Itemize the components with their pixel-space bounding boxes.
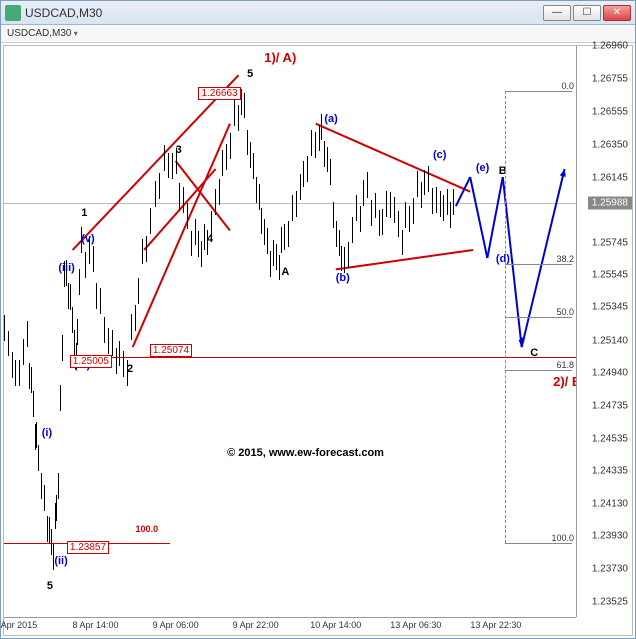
x-tick: 13 Apr 06:30 [390,620,441,630]
y-tick: 1.26755 [592,74,628,85]
chart-area[interactable]: 1)/ A)2)/ B)123455ABC(i)(ii)(iii)(iv)(v)… [3,45,633,636]
price-box: 1.26663 [198,87,240,100]
wave-label: 1)/ A) [264,50,296,65]
x-tick: 9 Apr 22:00 [233,620,279,630]
y-tick: 1.26555 [592,106,628,117]
close-button[interactable]: ✕ [603,5,631,21]
wave-label: (b) [336,272,350,284]
titlebar[interactable]: USDCAD,M30 — ☐ ✕ [1,1,635,25]
y-tick: 1.24735 [592,401,628,412]
chart-window: USDCAD,M30 — ☐ ✕ USDCAD,M30 1)/ A) 2)/ B)… [0,0,636,639]
y-tick: 1.26960 [592,41,628,52]
price-box: 1.25005 [70,355,112,368]
wave-label: (c) [433,149,446,161]
y-tick: 1.25545 [592,270,628,281]
x-tick: 8 Apr 14:00 [72,620,118,630]
y-tick: 1.24535 [592,433,628,444]
x-tick: 10 Apr 14:00 [310,620,361,630]
price-box: 1.23857 [67,541,109,554]
fib-level: 100.0 [551,533,574,543]
fib-level: 61.8 [556,360,574,370]
wave-label: (a) [324,113,337,125]
wave-label: (iii) [58,262,75,274]
y-tick: 1.26350 [592,139,628,150]
y-tick: 1.24130 [592,499,628,510]
copyright-text: © 2015, www.ew-forecast.com [227,447,384,459]
overlay-svg [4,46,576,602]
wave-label: C [530,347,538,359]
wave-label: 2 [127,363,133,375]
x-tick: 9 Apr 06:00 [153,620,199,630]
x-tick: 7 Apr 2015 [0,620,37,630]
wave-label: (ii) [54,555,67,567]
fib-level: 50.0 [556,307,574,317]
y-tick: 1.25345 [592,302,628,313]
wave-label: 2)/ B) [553,374,576,389]
wave-label: 4 [207,233,213,245]
wave-label: (v) [81,233,94,245]
symbol-dropdown[interactable]: USDCAD,M30 [7,28,78,39]
plot-region[interactable]: 1)/ A)2)/ B)123455ABC(i)(ii)(iii)(iv)(v)… [4,46,576,617]
x-axis: 7 Apr 20158 Apr 14:009 Apr 06:009 Apr 22… [4,617,576,635]
y-tick: 1.25140 [592,335,628,346]
price-marker: 1.25988 [588,197,632,210]
wave-label: 5 [247,68,253,80]
y-tick: 1.26145 [592,172,628,183]
y-tick: 1.23930 [592,531,628,542]
wave-label: A [281,266,289,278]
window-title: USDCAD,M30 [25,6,541,20]
toolbar: USDCAD,M30 [1,25,635,43]
app-icon [5,5,21,21]
wave-label: (e) [476,162,489,174]
fib-level: 0.0 [561,81,574,91]
x-tick: 13 Apr 22:30 [470,620,521,630]
wave-label: 1 [81,207,87,219]
fib-level: 38.2 [556,254,574,264]
y-tick: 1.24335 [592,465,628,476]
y-axis: 1.269601.267551.265551.263501.261451.259… [576,46,632,617]
y-tick: 1.23730 [592,563,628,574]
minimize-button[interactable]: — [543,5,571,21]
wave-label: B [499,165,507,177]
y-tick: 1.23525 [592,597,628,608]
price-box: 1.25074 [150,344,192,357]
wave-label: 5 [47,580,53,592]
wave-label: 3 [176,144,182,156]
y-tick: 1.25745 [592,237,628,248]
wave-label: (i) [42,427,52,439]
y-tick: 1.24940 [592,367,628,378]
maximize-button[interactable]: ☐ [573,5,601,21]
